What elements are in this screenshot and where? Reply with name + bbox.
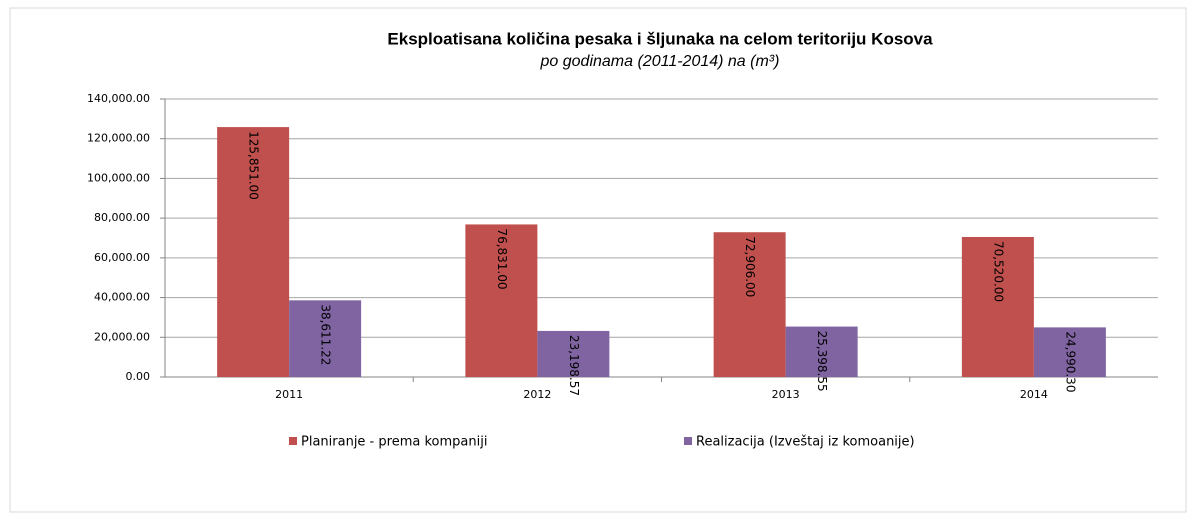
chart-title: Eksploatisana količina pesaka i šljunaka… bbox=[387, 29, 933, 48]
value-label: 76,831.00 bbox=[495, 228, 509, 289]
y-tick-label: 20,000.00 bbox=[94, 330, 150, 343]
y-tick-label: 40,000.00 bbox=[94, 291, 150, 304]
x-tick-label: 2014 bbox=[1020, 388, 1048, 401]
bar bbox=[713, 232, 786, 377]
bar bbox=[289, 300, 362, 377]
bar bbox=[785, 326, 858, 377]
y-tick-label: 100,000.00 bbox=[87, 171, 150, 184]
legend-swatch bbox=[289, 437, 297, 445]
y-tick-label: 120,000.00 bbox=[87, 132, 150, 145]
bar bbox=[537, 330, 610, 377]
value-label: 25,398.55 bbox=[815, 331, 829, 392]
x-tick-label: 2011 bbox=[275, 388, 303, 401]
legend-label: Realizacija (Izveštaj iz komoanije) bbox=[696, 435, 915, 450]
y-tick-label: 0.00 bbox=[126, 370, 151, 383]
value-label: 24,990.30 bbox=[1063, 331, 1077, 392]
value-label: 70,520.00 bbox=[991, 241, 1005, 302]
bar bbox=[961, 236, 1034, 377]
value-label: 125,851.00 bbox=[247, 131, 261, 200]
value-label: 38,611.22 bbox=[319, 304, 333, 365]
legend-swatch bbox=[684, 437, 692, 445]
legend-label: Planiranje - prema kompaniji bbox=[301, 435, 487, 450]
value-label: 23,198.57 bbox=[567, 335, 581, 396]
y-tick-label: 60,000.00 bbox=[94, 251, 150, 264]
bar bbox=[1033, 327, 1106, 377]
bar bbox=[465, 224, 538, 377]
x-tick-label: 2013 bbox=[772, 388, 800, 401]
x-tick-label: 2012 bbox=[523, 388, 551, 401]
bar bbox=[217, 127, 290, 377]
y-tick-label: 140,000.00 bbox=[87, 92, 150, 105]
chart-subtitle: po godinama (2011-2014) na (m³) bbox=[540, 53, 780, 70]
y-tick-label: 80,000.00 bbox=[94, 211, 150, 224]
value-label: 72,906.00 bbox=[743, 236, 757, 297]
